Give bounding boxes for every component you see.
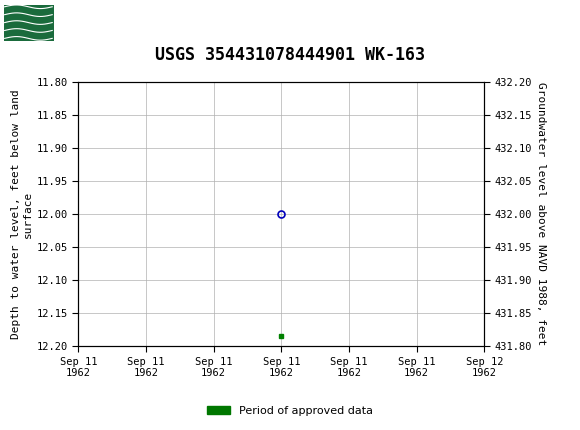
Y-axis label: Depth to water level, feet below land
surface: Depth to water level, feet below land su… [11, 89, 32, 339]
FancyBboxPatch shape [4, 4, 54, 41]
Text: USGS 354431078444901 WK-163: USGS 354431078444901 WK-163 [155, 46, 425, 64]
Text: USGS: USGS [58, 14, 113, 31]
Legend: Period of approved data: Period of approved data [203, 401, 377, 420]
FancyBboxPatch shape [3, 3, 55, 42]
Y-axis label: Groundwater level above NAVD 1988, feet: Groundwater level above NAVD 1988, feet [536, 82, 546, 346]
